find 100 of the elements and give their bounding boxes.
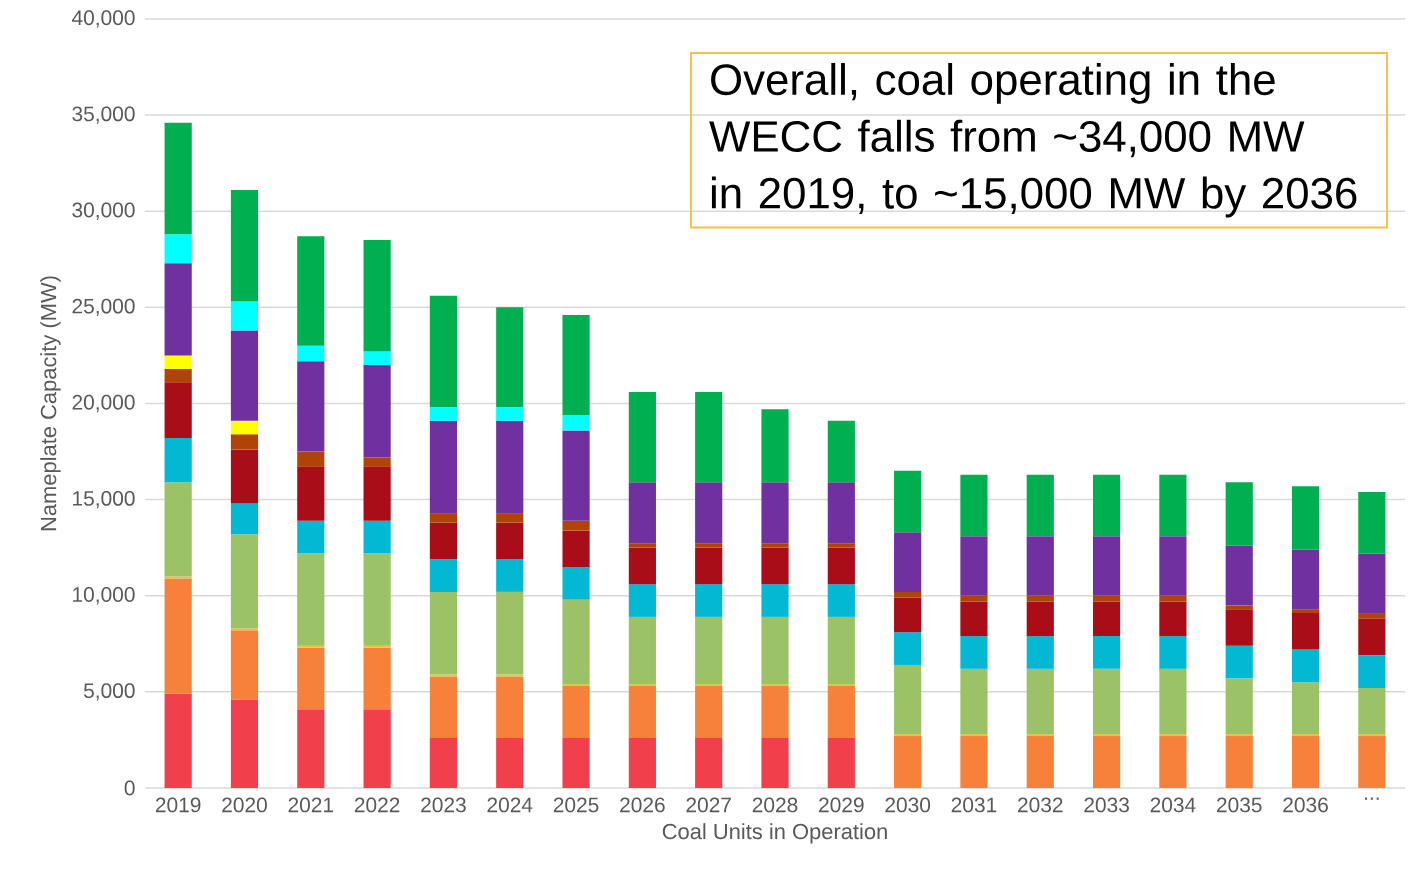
bar xyxy=(1159,595,1187,602)
bar xyxy=(429,676,458,739)
x-tick-label: 2025 xyxy=(553,797,599,813)
bar xyxy=(1291,613,1320,650)
bar xyxy=(1291,682,1320,735)
bar xyxy=(429,420,458,514)
bar xyxy=(1291,609,1320,614)
bar xyxy=(628,391,656,483)
bar xyxy=(496,738,524,788)
bar xyxy=(1225,605,1253,610)
bar xyxy=(1092,595,1121,602)
bar xyxy=(496,591,524,675)
bar xyxy=(496,559,524,592)
bar xyxy=(1358,613,1386,619)
annotation: Overall, coal operating in the WECC falls from ~34,000 MW in 2019, to ~15,000 MW by 2036 xyxy=(709,62,1357,218)
bar xyxy=(761,409,789,483)
bar xyxy=(827,420,855,483)
bar xyxy=(695,686,723,739)
bar xyxy=(164,234,192,264)
bar xyxy=(429,295,458,408)
bar xyxy=(761,543,789,548)
bar xyxy=(761,482,789,544)
bar xyxy=(297,236,325,346)
bar xyxy=(761,547,789,585)
bar xyxy=(297,520,325,554)
bar xyxy=(1225,545,1253,606)
bar xyxy=(230,301,259,331)
x-tick-label: 2027 xyxy=(686,797,731,813)
x-tick-label: 2021 xyxy=(288,797,334,813)
bar xyxy=(230,434,259,450)
bar xyxy=(429,513,458,523)
bar xyxy=(1358,491,1386,554)
bar xyxy=(827,616,855,685)
x-tick-label: ... xyxy=(1365,797,1379,800)
bar xyxy=(827,482,855,544)
bar xyxy=(230,449,259,504)
bar xyxy=(297,451,325,467)
bar xyxy=(827,686,855,739)
bar xyxy=(562,686,590,739)
x-tick-label: 2031 xyxy=(951,797,997,813)
bar xyxy=(1026,595,1054,602)
bar xyxy=(894,532,922,592)
bar xyxy=(960,474,988,537)
x-tick-label: 2035 xyxy=(1217,797,1262,813)
bar xyxy=(164,122,192,235)
bar xyxy=(761,616,789,685)
bar xyxy=(960,736,988,788)
bar xyxy=(297,709,325,788)
bar xyxy=(164,438,192,483)
bar xyxy=(695,738,723,788)
bar xyxy=(1159,636,1187,669)
bar xyxy=(496,407,524,421)
bar xyxy=(363,709,391,788)
bar xyxy=(164,263,192,356)
y-tick-label: 40,000 xyxy=(71,10,135,28)
bar xyxy=(562,520,590,531)
bar xyxy=(230,699,259,788)
bar xyxy=(297,345,325,362)
bar xyxy=(695,616,723,685)
bar xyxy=(1358,655,1386,689)
bar xyxy=(960,536,988,596)
y-tick-label: 25,000 xyxy=(72,298,135,316)
x-tick-label: 2036 xyxy=(1283,797,1328,813)
bar xyxy=(628,584,656,617)
bar xyxy=(1092,736,1121,788)
bar xyxy=(761,738,789,788)
x-tick-label: 2030 xyxy=(885,797,931,813)
bar xyxy=(297,647,325,710)
bar xyxy=(297,361,325,452)
bar xyxy=(628,482,656,544)
bar xyxy=(1358,553,1386,614)
x-tick-label: 2033 xyxy=(1084,797,1129,813)
bar xyxy=(562,530,590,567)
bar xyxy=(960,636,988,669)
bar xyxy=(1291,736,1320,788)
bar xyxy=(1358,688,1386,735)
bar xyxy=(827,547,855,585)
bar xyxy=(496,513,524,523)
bar xyxy=(363,647,391,710)
y-tick-label: 35,000 xyxy=(72,106,135,124)
bar xyxy=(1026,601,1054,637)
bar xyxy=(1225,645,1253,679)
bar xyxy=(562,566,590,600)
bar xyxy=(164,578,192,694)
bar xyxy=(1026,668,1054,735)
bar xyxy=(562,738,590,788)
bar xyxy=(827,543,855,548)
bar xyxy=(1159,736,1187,788)
bar xyxy=(695,482,723,544)
bar xyxy=(960,668,988,735)
bar xyxy=(562,315,590,416)
bar xyxy=(1092,668,1121,735)
bar xyxy=(1225,609,1253,646)
bar xyxy=(363,553,391,646)
bar xyxy=(894,597,922,633)
bar xyxy=(1291,649,1320,683)
bar xyxy=(1092,536,1121,596)
bar xyxy=(429,591,458,675)
bar xyxy=(164,482,192,577)
bar xyxy=(230,330,259,421)
